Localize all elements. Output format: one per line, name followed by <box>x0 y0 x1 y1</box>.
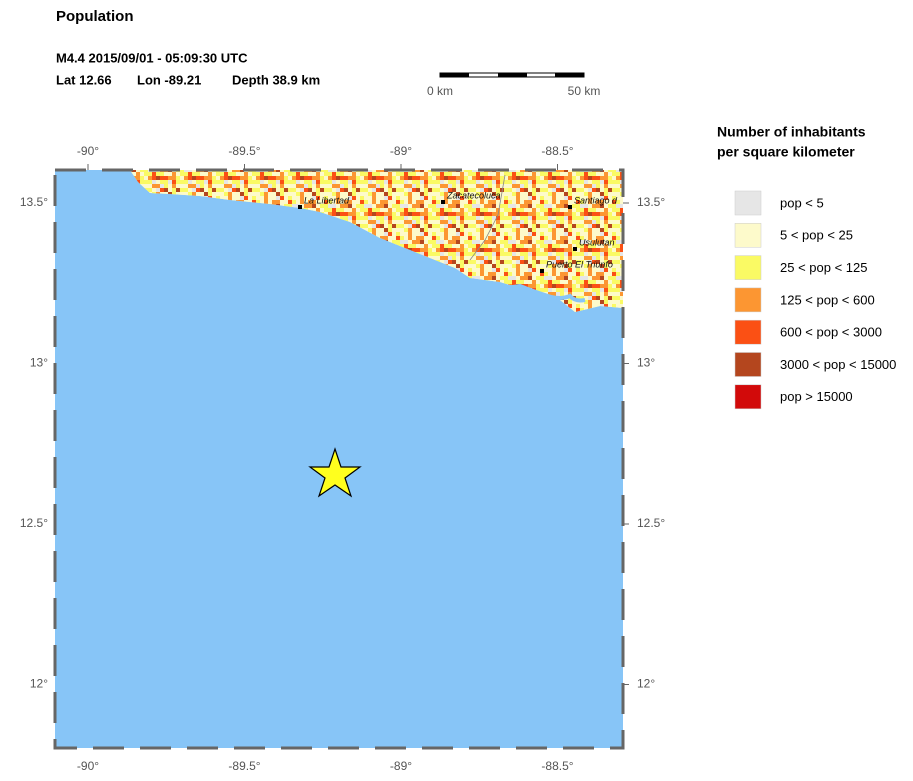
lat-tick-label: 13.5° <box>20 195 48 209</box>
city-marker <box>441 200 445 204</box>
lat-tick-label: 12° <box>30 677 48 691</box>
lat-tick-label: 12.5° <box>637 516 665 530</box>
scale-bar <box>439 72 585 78</box>
lon-tick-label: -89.5° <box>228 759 260 773</box>
map: La Libertad Zacatecoluca Santiago d Usuluta… <box>55 170 623 748</box>
map-frame <box>53 168 625 750</box>
legend-label: 5 < pop < 25 <box>780 228 853 243</box>
legend-label: pop > 15000 <box>780 389 853 404</box>
scale-end: 50 km <box>568 84 601 98</box>
lat-tick-label: 12° <box>637 677 655 691</box>
city-marker <box>540 269 544 273</box>
lon-tick-label: -88.5° <box>541 759 573 773</box>
legend-label: 3000 < pop < 15000 <box>780 357 896 372</box>
cities: La Libertad Zacatecoluca Santiago d Usuluta… <box>298 190 618 273</box>
lon: Lon -89.21 <box>137 72 201 87</box>
legend-swatch <box>734 190 762 216</box>
legend-label: 600 < pop < 3000 <box>780 325 882 340</box>
lon-tick-label: -90° <box>77 144 99 158</box>
legend-swatch <box>734 287 762 313</box>
scale-start: 0 km <box>427 84 453 98</box>
lon-tick-label: -88.5° <box>541 144 573 158</box>
city-label: Zacatecoluca <box>446 190 501 200</box>
city-label: Santiago d <box>574 195 618 205</box>
event-info: M4.4 2015/09/01 - 05:09:30 UTC <box>56 50 248 65</box>
legend-title: per square kilometer <box>717 144 855 160</box>
lat-tick-label: 13.5° <box>637 195 665 209</box>
city-label: Puerto El Triunfo <box>546 259 613 269</box>
lat: Lat 12.66 <box>56 72 112 87</box>
legend-title: Number of inhabitants <box>717 124 866 140</box>
legend-label: 125 < pop < 600 <box>780 292 875 307</box>
bay <box>479 280 586 303</box>
lat-tick-label: 12.5° <box>20 516 48 530</box>
legend-swatch <box>734 352 762 377</box>
lon-tick-label: -89° <box>390 144 412 158</box>
legend-label: 25 < pop < 125 <box>780 260 867 275</box>
river <box>469 174 506 261</box>
legend-swatch <box>734 255 762 280</box>
lat-tick-label: 13° <box>637 356 655 370</box>
legend-label: pop < 5 <box>780 195 824 210</box>
title: Population <box>56 8 134 25</box>
legend-swatch <box>734 223 762 248</box>
city-marker <box>298 205 302 209</box>
lat-tick-label: 13° <box>30 356 48 370</box>
lon-tick-label: -89.5° <box>228 144 260 158</box>
city-label: Usulutan <box>579 237 615 247</box>
city-label: La Libertad <box>304 195 350 205</box>
city-marker <box>568 205 572 209</box>
legend-swatch <box>734 384 762 410</box>
city-marker <box>573 247 577 251</box>
legend-swatch <box>734 319 762 345</box>
population-raster <box>55 170 623 312</box>
epicenter <box>308 447 362 498</box>
depth: Depth 38.9 km <box>232 72 320 87</box>
lon-tick-label: -89° <box>390 759 412 773</box>
legend: pop < 5 5 < pop < 25 25 < pop < 125 125 < p… <box>734 190 896 410</box>
lon-tick-label: -90° <box>77 759 99 773</box>
